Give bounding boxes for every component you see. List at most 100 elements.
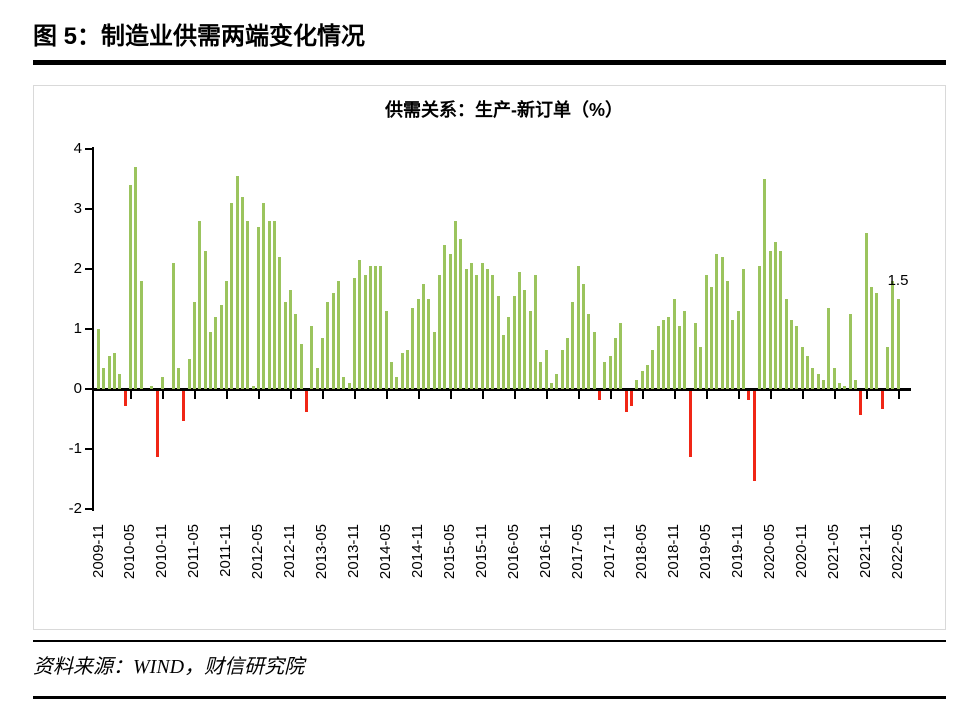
x-axis-label: 2021-11 [857, 524, 875, 578]
bar-positive [555, 374, 559, 389]
bar-positive [112, 353, 116, 389]
bar-positive [699, 347, 703, 389]
bar-positive [821, 380, 825, 389]
bar-positive [507, 317, 511, 389]
bar-positive [406, 350, 410, 389]
bar-negative [688, 391, 692, 457]
bar-positive [709, 287, 713, 389]
bar-positive [603, 362, 607, 389]
x-axis-tick [578, 391, 581, 399]
bar-positive [757, 266, 761, 389]
x-axis-label: 2010-11 [153, 524, 171, 578]
bar-positive [240, 197, 244, 389]
bar-positive [683, 311, 687, 389]
x-axis-label: 2009-11 [89, 524, 107, 578]
x-axis-tick [642, 391, 645, 399]
bar-positive [875, 293, 879, 389]
bar-negative [630, 391, 633, 406]
x-axis-label: 2011-05 [185, 524, 203, 578]
bar-positive [645, 365, 649, 389]
bar-positive [342, 377, 346, 389]
bar-positive [592, 332, 596, 389]
bar-positive [97, 329, 100, 389]
source-note: 资料来源：WIND，财信研究院 [33, 656, 305, 678]
bar-positive [544, 350, 548, 389]
x-axis-label: 2021-05 [825, 524, 843, 580]
bar-positive [283, 302, 287, 389]
x-axis-tick [258, 391, 261, 399]
bar-positive [789, 320, 793, 389]
bar-positive [171, 263, 175, 389]
bar-positive [134, 167, 138, 389]
x-axis-tick [194, 391, 197, 399]
x-axis-tick [418, 391, 421, 399]
y-axis-tick [85, 508, 92, 510]
bar-positive [656, 326, 660, 389]
bar-positive [741, 269, 745, 389]
chart-title: 供需关系：生产-新订单（%） [385, 100, 623, 120]
bar-positive [885, 347, 889, 389]
x-axis-label: 2016-11 [537, 524, 555, 578]
y-axis-label: -2 [68, 500, 82, 517]
bar-positive [736, 311, 740, 389]
bar-positive [768, 251, 772, 389]
bar-positive [294, 314, 298, 389]
bar-positive [416, 299, 420, 389]
x-axis-label: 2020-05 [761, 524, 779, 580]
bar-positive [795, 326, 799, 389]
bottom-divider [33, 696, 946, 699]
bar-positive [560, 350, 564, 389]
bar-positive [800, 347, 804, 389]
bar-positive [614, 338, 617, 389]
y-axis-label: 2 [73, 260, 82, 277]
bar-positive [278, 257, 282, 389]
bar-positive [432, 332, 436, 389]
x-axis-label: 2017-05 [569, 524, 587, 580]
bar-positive [363, 275, 367, 389]
bar-negative [752, 391, 756, 481]
bar-positive [571, 302, 575, 389]
bar-positive [208, 332, 212, 389]
bar-positive [448, 254, 452, 389]
y-axis-label: 4 [73, 140, 82, 157]
bar-positive [763, 179, 767, 389]
bar-positive [693, 323, 697, 389]
bar-positive [352, 278, 356, 389]
bar-positive [582, 284, 586, 389]
bar-negative [155, 391, 159, 457]
bar-positive [395, 377, 399, 389]
bar-negative [182, 391, 186, 421]
bar-positive [256, 227, 260, 389]
bar-positive [235, 176, 239, 389]
bar-positive [784, 299, 788, 389]
bar-negative [859, 391, 863, 415]
bar-positive [853, 380, 857, 389]
bar-positive [150, 386, 154, 389]
bar-positive [102, 368, 106, 389]
x-axis-tick [162, 391, 165, 399]
chart-area: 供需关系：生产-新订单（%） 4 3 2 1 0 -1 -2 2009-11 2010-05 20… [33, 85, 946, 630]
bar-positive [331, 293, 335, 389]
y-axis-label: 3 [73, 200, 82, 217]
bar-positive [459, 239, 463, 389]
bar-positive [203, 251, 207, 389]
bar-positive [374, 266, 378, 389]
bar-positive [523, 290, 527, 389]
bar-negative [123, 391, 127, 406]
x-axis [92, 388, 911, 391]
bar-positive [576, 266, 580, 389]
y-axis-tick [85, 148, 92, 150]
bar-positive [720, 257, 724, 389]
x-axis-label: 2013-05 [313, 524, 331, 580]
bar-positive [214, 317, 218, 389]
x-axis-tick [738, 391, 741, 399]
title-divider [33, 60, 946, 65]
bar-positive [640, 371, 644, 389]
bar-positive [635, 380, 639, 389]
x-axis-label: 2016-05 [505, 524, 523, 580]
x-axis-tick [482, 391, 485, 399]
bar-positive [566, 338, 570, 389]
bar-positive [320, 338, 324, 389]
y-axis-tick [85, 268, 92, 270]
